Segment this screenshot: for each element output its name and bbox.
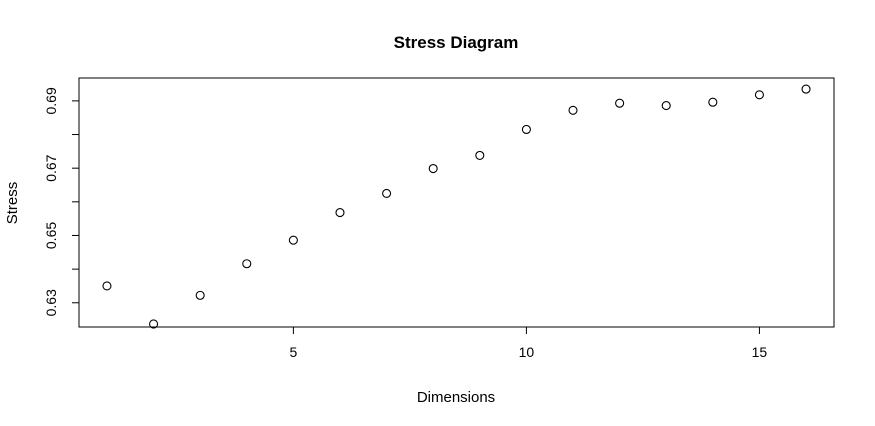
data-point — [195, 290, 205, 300]
y-tick-label: 0.67 — [43, 154, 59, 181]
data-point — [661, 101, 671, 111]
data-points — [102, 84, 811, 329]
chart-title: Stress Diagram — [394, 33, 519, 52]
data-point — [615, 98, 625, 108]
x-tick-label: 15 — [752, 344, 768, 360]
x-tick-label: 5 — [289, 344, 297, 360]
data-point — [335, 208, 345, 218]
y-tick-label: 0.63 — [43, 289, 59, 316]
y-tick-label: 0.69 — [43, 87, 59, 114]
data-point — [102, 281, 112, 291]
data-point — [521, 124, 531, 135]
data-point — [242, 259, 252, 269]
data-point — [708, 97, 718, 107]
y-axis-label: Stress — [4, 182, 21, 225]
data-point — [568, 105, 578, 115]
x-axis: 5 10 15 — [289, 326, 768, 360]
x-tick-label: 10 — [519, 344, 535, 360]
plot-frame — [78, 77, 835, 328]
x-axis-label: Dimensions — [417, 389, 495, 406]
data-point — [382, 188, 392, 198]
y-axis: 0.63 0.65 0.67 0.69 — [43, 87, 80, 316]
data-point — [288, 235, 298, 245]
y-tick-label: 0.65 — [43, 222, 59, 249]
data-point — [428, 163, 438, 174]
data-point — [149, 319, 159, 329]
data-point — [475, 150, 485, 160]
data-point — [801, 84, 811, 94]
data-point — [754, 90, 764, 100]
